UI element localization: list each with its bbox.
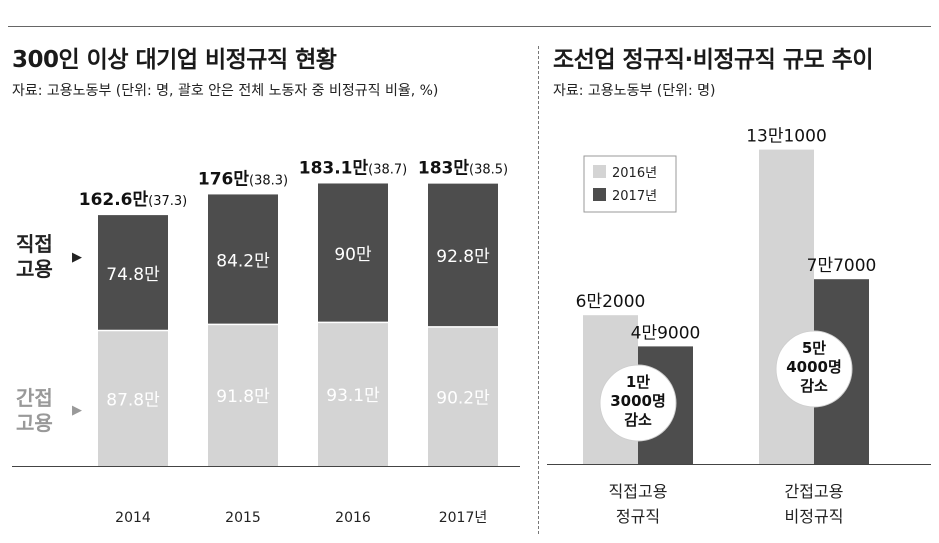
panel-divider	[538, 46, 539, 534]
indirect-label-line2: 고용	[16, 411, 53, 435]
direct-arrow-icon: ▶	[72, 250, 82, 265]
total-label-3: 183만(38.5)	[418, 159, 508, 179]
direct-label-line2: 고용	[16, 257, 53, 281]
bar-direct-0	[98, 215, 168, 331]
x-tick-line1-0: 직접고용	[609, 482, 668, 501]
total-value-3: 183만	[418, 159, 469, 179]
total-value-1: 176만	[198, 169, 249, 189]
label-indirect-3: 90.2만	[436, 388, 490, 408]
total-label-0: 162.6만(37.3)	[79, 190, 188, 210]
left-chart-source: 자료: 고용노동부 (단위: 명, 괄호 안은 전체 노동자 중 비정규직 비율…	[12, 83, 439, 99]
label-direct-3: 92.8만	[436, 247, 490, 267]
x-tick-0: 2014	[115, 510, 151, 526]
direct-employment-label: 직접 고용	[16, 232, 53, 282]
label-indirect-2: 93.1만	[326, 386, 380, 406]
decrease-circle-0	[599, 364, 677, 442]
legend-label-2017: 2017년	[612, 189, 657, 204]
left-chart-title: 300인 이상 대기업 비정규직 현황	[12, 47, 337, 73]
label-direct-2: 90만	[334, 245, 372, 265]
decrease-text-1-2: 감소	[800, 377, 828, 395]
total-percent-0: (37.3)	[148, 194, 187, 209]
legend-swatch-2016	[593, 165, 606, 178]
label-indirect-1: 91.8만	[216, 387, 270, 407]
direct-label-line1: 직접	[16, 232, 53, 256]
decrease-text-1-0: 5만	[802, 339, 826, 357]
x-tick-line1-1: 간접고용	[785, 482, 844, 501]
bar-indirect-2	[318, 322, 388, 466]
right-chart-source: 자료: 고용노동부 (단위: 명)	[553, 83, 716, 99]
value-2017-0: 4만9000	[631, 323, 701, 343]
label-indirect-0: 87.8만	[106, 390, 160, 410]
indirect-arrow-icon: ▶	[72, 403, 82, 418]
decrease-text-0-0: 1만	[626, 373, 650, 391]
indirect-label-line1: 간접	[16, 386, 53, 410]
bar-indirect-1	[208, 324, 278, 466]
value-2016-1: 13만1000	[746, 127, 827, 147]
decrease-text-0-1: 3000명	[610, 392, 666, 410]
legend-swatch-2017	[593, 188, 606, 201]
bar-direct-2	[318, 183, 388, 323]
x-tick-line2-1: 비정규직	[785, 507, 844, 526]
top-rule	[8, 26, 931, 27]
value-2017-1: 7만7000	[807, 256, 877, 276]
bar-direct-1	[208, 194, 278, 325]
indirect-employment-label: 간접 고용	[16, 386, 53, 436]
total-label-1: 176만(38.3)	[198, 169, 288, 189]
label-direct-0: 74.8만	[106, 265, 160, 285]
decrease-circle-1	[775, 330, 853, 408]
decrease-text-1-1: 4000명	[786, 358, 842, 376]
value-2016-0: 6만2000	[576, 292, 646, 312]
x-tick-3: 2017년	[439, 510, 488, 526]
total-value-2: 183.1만	[299, 158, 369, 178]
total-percent-2: (38.7)	[368, 162, 407, 177]
legend-label-2016: 2016년	[612, 166, 657, 181]
right-chart-title: 조선업 정규직·비정규직 규모 추이	[553, 47, 874, 73]
total-label-2: 183.1만(38.7)	[299, 158, 408, 178]
x-tick-1: 2015	[225, 510, 261, 526]
x-tick-line2-0: 정규직	[616, 507, 660, 526]
bar-indirect-3	[428, 326, 498, 466]
total-value-0: 162.6만	[79, 190, 149, 210]
bar-2016-1	[759, 149, 814, 464]
bar-indirect-0	[98, 330, 168, 466]
x-tick-2: 2016	[335, 510, 371, 526]
total-percent-3: (38.5)	[469, 163, 508, 178]
label-direct-1: 84.2만	[216, 251, 270, 271]
total-percent-1: (38.3)	[249, 173, 288, 188]
decrease-text-0-2: 감소	[624, 411, 652, 429]
bar-direct-3	[428, 183, 498, 327]
